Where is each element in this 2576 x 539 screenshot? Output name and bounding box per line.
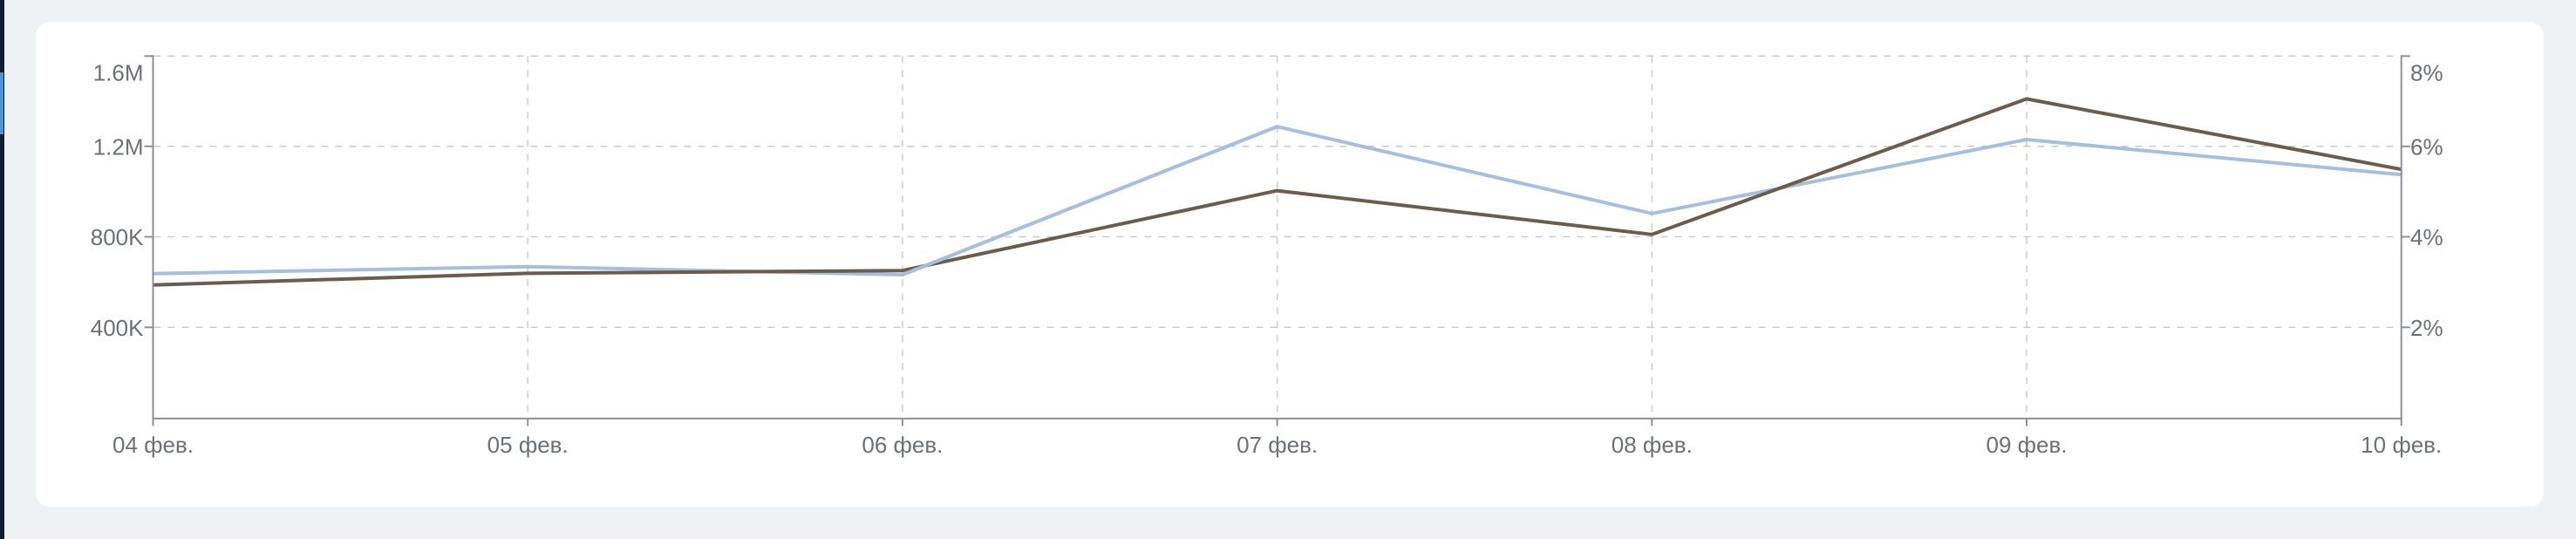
svg-text:06 фев.: 06 фев. — [862, 432, 943, 458]
svg-text:05 фев.: 05 фев. — [487, 432, 569, 458]
svg-text:400K: 400K — [91, 315, 144, 341]
svg-text:8%: 8% — [2410, 60, 2443, 86]
svg-text:1.2M: 1.2M — [93, 133, 144, 160]
svg-text:6%: 6% — [2410, 133, 2443, 160]
svg-text:1.6M: 1.6M — [93, 60, 144, 86]
svg-text:2%: 2% — [2410, 315, 2443, 341]
svg-text:10 фев.: 10 фев. — [2361, 432, 2442, 458]
svg-text:07 фев.: 07 фев. — [1237, 432, 1318, 458]
svg-text:4%: 4% — [2410, 224, 2443, 250]
svg-text:04 фев.: 04 фев. — [112, 432, 194, 458]
svg-text:08 фев.: 08 фев. — [1612, 432, 1693, 458]
svg-text:800K: 800K — [91, 224, 144, 250]
svg-text:09 фев.: 09 фев. — [1986, 432, 2067, 458]
